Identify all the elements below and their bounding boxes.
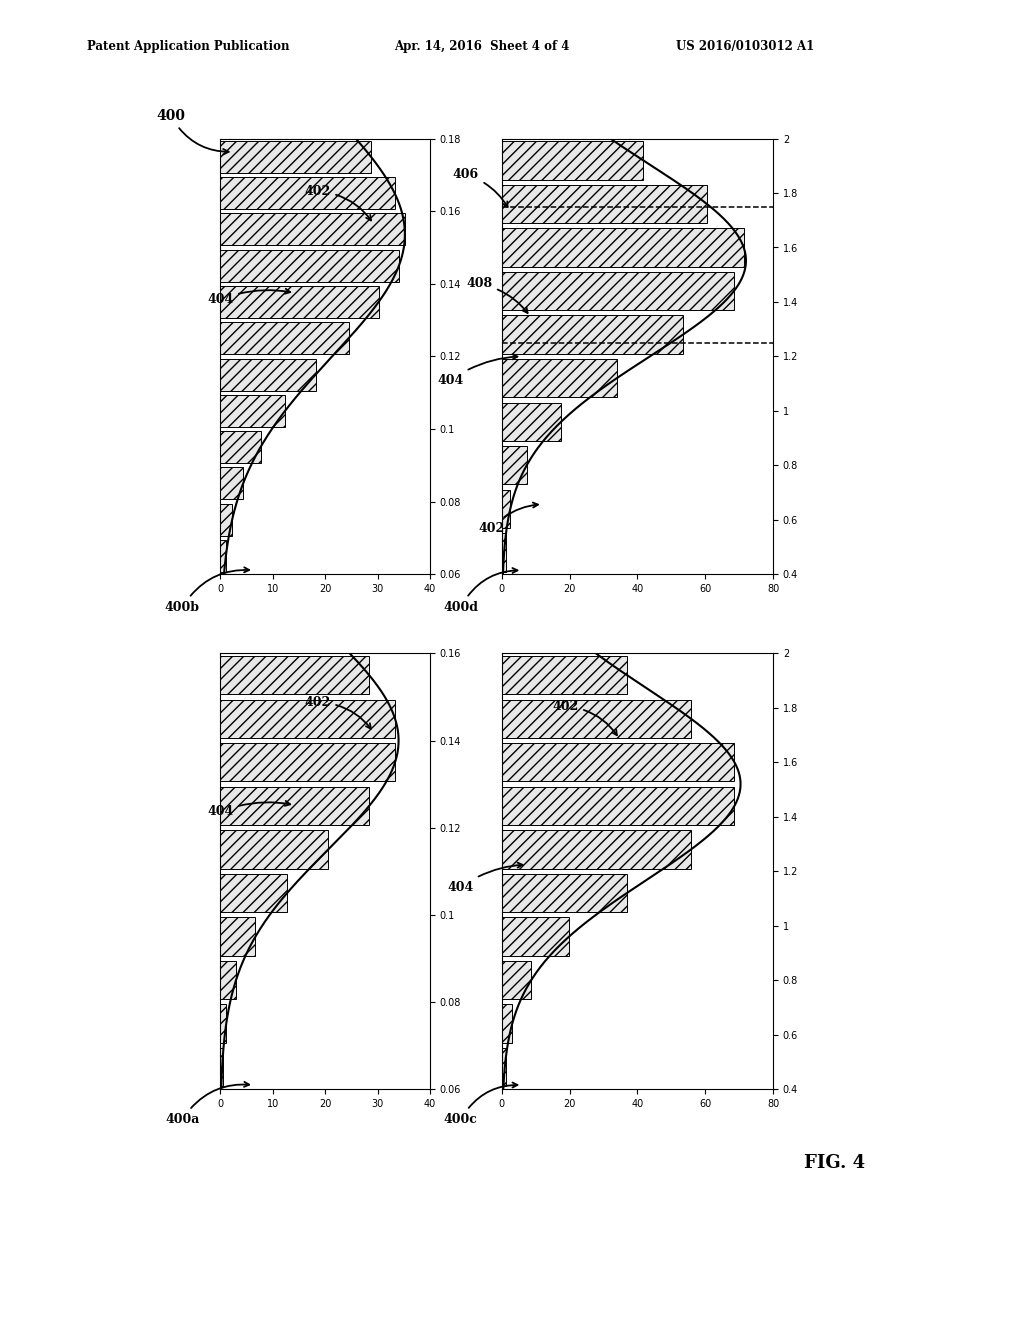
Bar [502,1048,506,1086]
Bar [220,322,349,354]
Text: 402: 402 [478,503,538,535]
Bar [220,214,404,246]
Text: 404: 404 [437,354,517,387]
Bar [502,446,526,484]
Bar [502,490,510,528]
Text: 404: 404 [447,862,522,894]
Bar [220,467,243,499]
Bar [502,961,531,999]
Bar [502,743,734,781]
Bar [220,1005,226,1043]
Text: 400c: 400c [443,1082,517,1126]
Text: US 2016/0103012 A1: US 2016/0103012 A1 [676,40,814,53]
Text: 400d: 400d [443,568,517,614]
Bar [502,403,561,441]
Bar [502,656,627,694]
Bar [502,141,643,180]
Text: 404: 404 [207,801,290,818]
Bar [502,1005,512,1043]
Bar [220,961,236,999]
Text: 402: 402 [304,696,371,729]
Text: Patent Application Publication: Patent Application Publication [87,40,290,53]
Bar [502,830,691,869]
Text: 400b: 400b [165,568,249,614]
Text: 402: 402 [304,185,371,220]
Text: 400a: 400a [165,1082,249,1126]
Bar [220,249,399,281]
Text: 406: 406 [453,168,508,207]
Bar [220,286,379,318]
Bar [502,874,627,912]
Bar [220,830,329,869]
Bar [220,787,370,825]
Text: 404: 404 [207,289,290,306]
Bar [502,272,734,310]
Bar [502,787,734,825]
Bar [502,700,691,738]
Text: FIG. 4: FIG. 4 [804,1154,865,1172]
Bar [502,315,683,354]
Bar [220,874,287,912]
Bar [220,359,315,391]
Bar [502,185,707,223]
Bar [220,177,394,209]
Bar [220,141,371,173]
Bar [220,504,232,536]
Text: Apr. 14, 2016  Sheet 4 of 4: Apr. 14, 2016 Sheet 4 of 4 [394,40,569,53]
Bar [502,917,569,956]
Text: 400: 400 [157,110,228,154]
Bar [220,656,370,694]
Bar [502,228,743,267]
Bar [220,743,395,781]
Bar [220,1048,223,1086]
Bar [502,359,616,397]
Text: 408: 408 [466,277,527,313]
Bar [220,700,395,738]
Bar [220,917,255,956]
Bar [220,432,260,463]
Bar [502,533,506,572]
Text: 402: 402 [552,700,616,735]
Bar [220,395,285,426]
Bar [220,540,226,572]
